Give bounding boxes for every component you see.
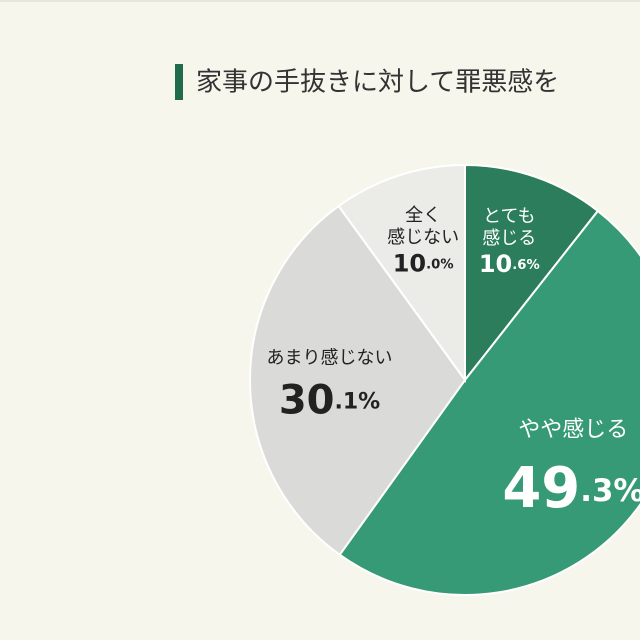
value-label-main: 49 (502, 456, 580, 521)
slice-label-line: 感じる (482, 228, 536, 249)
slice-label-line: 全く (405, 205, 441, 226)
value-label: 10.0% (393, 249, 454, 277)
slice-label-line: あまり感じない (267, 347, 393, 368)
value-label-fraction: .3% (580, 473, 640, 509)
value-label-fraction: .0% (426, 257, 453, 272)
slice-label-line: やや感じる (518, 418, 628, 443)
pie-slice (464, 163, 600, 383)
value-label-main: 10 (393, 249, 426, 277)
slice-label: 全く感じない (387, 205, 459, 248)
value-label: 10.6% (479, 250, 540, 278)
slice-label: とても感じる (482, 206, 536, 249)
slice-label: やや感じる (518, 418, 628, 443)
value-label: 30.1% (279, 377, 380, 423)
pie-slice (337, 163, 466, 384)
value-label-main: 30 (279, 377, 335, 423)
slice-label-line: とても (483, 206, 536, 227)
pie-slice (338, 209, 640, 596)
pie-slice (249, 204, 467, 557)
value-label: 49.3% (502, 456, 640, 521)
value-label-main: 10 (479, 250, 512, 278)
slice-label: あまり感じない (267, 347, 393, 368)
chart-title: 家事の手抜きに対して罪悪感を (196, 68, 559, 98)
value-label-fraction: .1% (335, 389, 381, 414)
slice-label-line: 感じない (387, 227, 459, 248)
title-accent (175, 64, 183, 100)
value-label-fraction: .6% (512, 258, 539, 273)
